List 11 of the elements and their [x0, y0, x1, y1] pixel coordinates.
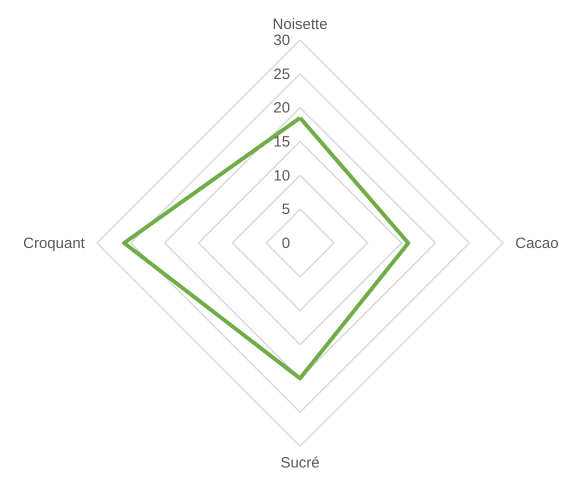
- spoke-label: Croquant: [23, 235, 86, 252]
- y-tick-label: 10: [273, 167, 290, 184]
- y-tick-label: 20: [273, 100, 290, 117]
- spoke-label: Sucré: [280, 454, 320, 472]
- y-tick-label: 15: [273, 134, 290, 151]
- spoke-label: Noisette: [272, 16, 328, 33]
- y-tick-label: 5: [282, 201, 290, 218]
- y-tick-label: 30: [273, 32, 290, 49]
- y-tick-label: 25: [273, 66, 290, 83]
- y-tick-label: 0: [282, 235, 290, 252]
- spoke-label: Cacao: [515, 235, 559, 252]
